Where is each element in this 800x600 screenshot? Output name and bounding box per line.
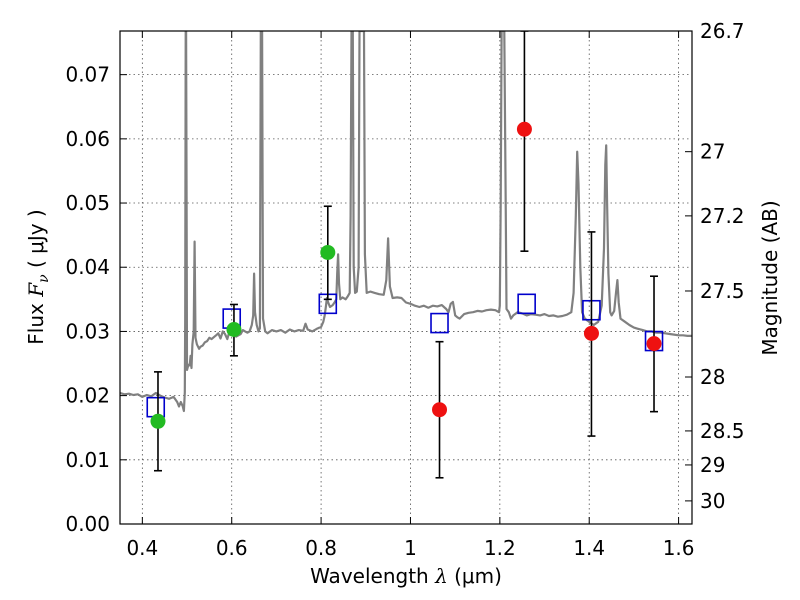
observed-flux-point [226, 321, 242, 337]
x-tick-label: 1.6 [663, 536, 695, 560]
model-flux-square [146, 396, 166, 418]
y2-tick-label: 27.2 [700, 204, 745, 228]
x-tick-label: 0.4 [126, 536, 158, 560]
observed-flux-point [516, 121, 532, 137]
x-tick-label: 0.6 [216, 536, 248, 560]
observed-flux-point [320, 244, 336, 260]
y-axis-label: Flux Fν ( μJy ) [24, 209, 52, 344]
y2-tick-label: 28.5 [700, 419, 745, 443]
y2-tick-label: 27.5 [700, 279, 745, 303]
y-tick-label: 0.04 [65, 255, 110, 279]
observed-flux-point [432, 402, 448, 418]
plot-area [120, 31, 692, 479]
right-y-axis-label: Magnitude (AB) [758, 200, 782, 355]
y2-tick-label: 27 [700, 140, 725, 164]
y-tick-label: 0.00 [65, 512, 110, 536]
y2-tick-label: 26.7 [700, 19, 745, 43]
y2-tick-label: 29 [700, 453, 725, 477]
model-flux-square [430, 312, 449, 334]
y-tick-label: 0.02 [65, 384, 110, 408]
y-tick-label: 0.07 [65, 63, 110, 87]
observed-flux-point [150, 413, 166, 429]
model-spectrum-line [120, 31, 692, 413]
y-tick-label: 0.03 [65, 319, 110, 343]
observed-flux-point [646, 336, 662, 352]
axis-ticks: 0.4 0.6 0.8 1 1.2 1.4 1.6 0.00 0.01 0.02 0.03 0.04 0… [65, 19, 744, 560]
plot-frame [119, 30, 693, 525]
x-tick-label: 1 [404, 536, 417, 560]
y-tick-label: 0.01 [65, 448, 110, 472]
x-axis-label: Wavelength λ (μm) [310, 564, 502, 588]
y-tick-label: 0.05 [65, 191, 110, 215]
x-tick-label: 0.8 [305, 536, 337, 560]
grid-lines [120, 31, 692, 525]
x-tick-label: 1.2 [484, 536, 516, 560]
observed-flux-point [583, 325, 599, 341]
model-flux-square [517, 293, 536, 315]
y2-tick-label: 30 [700, 489, 725, 513]
x-tick-label: 1.4 [573, 536, 605, 560]
y2-tick-label: 28 [700, 365, 725, 389]
y-tick-label: 0.06 [65, 127, 110, 151]
